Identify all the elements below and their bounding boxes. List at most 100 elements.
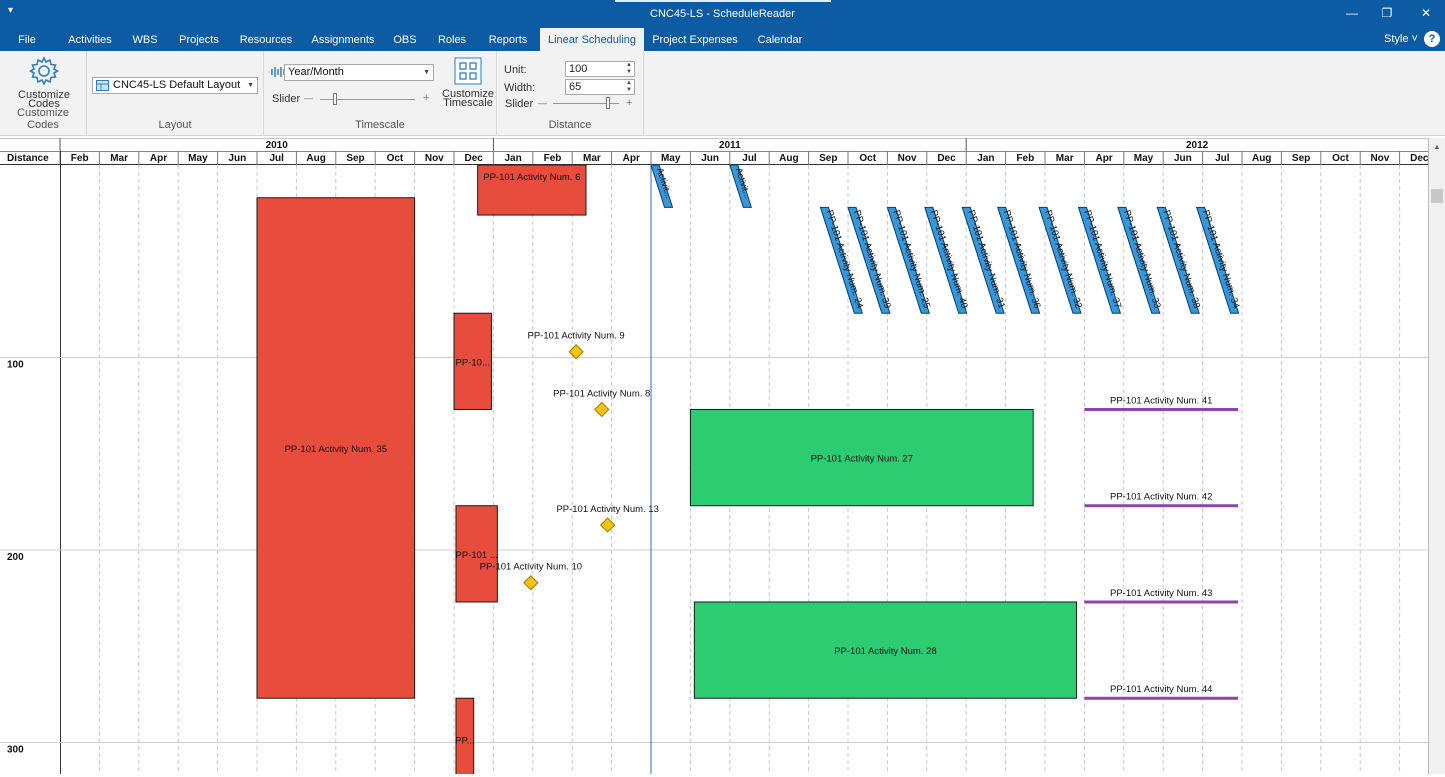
month-label: Aug [306, 153, 325, 164]
vertical-scrollbar[interactable] [1429, 138, 1445, 774]
slanted-activity[interactable] [819, 206, 863, 314]
tab-reports[interactable]: Reports [488, 34, 528, 46]
plus-icon[interactable]: + [626, 97, 633, 109]
month-label: Jun [228, 153, 246, 164]
slanted-activity[interactable] [1077, 206, 1122, 314]
activity-block[interactable] [256, 197, 416, 699]
style-menu[interactable]: Style ˅ [1384, 33, 1418, 45]
tab-project-expenses[interactable]: Project Expenses [652, 34, 738, 46]
customize-timescale-button[interactable]: Customize Timescale [440, 57, 496, 109]
slanted-activity[interactable] [961, 206, 1005, 314]
distance-slider-label: Slider [505, 98, 534, 110]
activity-block-label: PP-101 Activity Num. 28 [834, 646, 936, 657]
tab-calendar[interactable]: Calendar [757, 34, 803, 46]
group-layout: CNC45-LS Default Layout ▼ Layout [87, 51, 264, 135]
slanted-activity[interactable] [650, 164, 674, 208]
help-icon[interactable]: ? [1424, 31, 1440, 47]
tab-resources[interactable]: Resources [239, 34, 293, 46]
distance-header: Distance [7, 153, 49, 164]
slanted-activity[interactable] [924, 206, 968, 314]
tab-linear-scheduling[interactable]: Linear Scheduling [540, 28, 644, 51]
layout-select[interactable]: CNC45-LS Default Layout ▼ [92, 77, 258, 94]
quick-access-menu-icon[interactable]: ▾ [8, 5, 14, 16]
width-value: 65 [569, 81, 582, 93]
month-label: Nov [425, 153, 444, 164]
spin-arrows-icon[interactable]: ▲ ▼ [626, 80, 632, 93]
tab-projects[interactable]: Projects [179, 34, 219, 46]
activity-block[interactable] [693, 601, 1078, 699]
tab-obs[interactable]: OBS [393, 34, 417, 46]
plus-icon[interactable]: + [423, 92, 430, 104]
month-label: Jul [742, 153, 757, 164]
month-label: Jun [701, 153, 719, 164]
timescale-slider-label: Slider [272, 93, 301, 105]
month-label: Nov [898, 153, 917, 164]
slanted-activity-label: PP-101 Activity Num. 32 [1042, 209, 1084, 310]
activity-block[interactable] [455, 505, 498, 603]
tab-wbs[interactable]: WBS [132, 34, 158, 46]
month-label: Feb [1016, 153, 1034, 164]
milestone-diamond[interactable] [599, 517, 616, 533]
slanted-activity-label: PP-101 Activity Num. 25 [890, 209, 932, 310]
slanted-activity[interactable] [1117, 206, 1161, 314]
month-label: Apr [1095, 153, 1112, 164]
timescale-slider-thumb[interactable] [333, 93, 337, 105]
milestone-diamond[interactable] [594, 401, 610, 418]
milestone-label: PP-101 Activity Num. 13 [556, 504, 658, 515]
year-label: 2010 [266, 140, 289, 151]
month-label: Jun [1174, 153, 1192, 164]
customize-codes-button[interactable]: Customize Codes [14, 55, 74, 110]
month-label: Sep [1292, 153, 1310, 164]
timescale-slider-track[interactable] [320, 99, 415, 100]
month-label: Sep [346, 153, 364, 164]
month-label: Oct [859, 153, 876, 164]
month-label: May [1134, 153, 1154, 164]
activity-block-label: PP-101 ... [456, 550, 498, 561]
slanted-activity[interactable] [1038, 206, 1082, 314]
restore-icon[interactable]: ❐ [1381, 6, 1393, 20]
activity-block[interactable] [453, 312, 492, 410]
unit-input[interactable]: 100 ▲ ▼ [565, 61, 635, 77]
slanted-activity-label: PP-101 Activity Num. 34 [1200, 209, 1242, 310]
month-label: Dec [465, 153, 484, 164]
activity-block[interactable] [689, 408, 1034, 507]
activity-block-label: PP-101 Activity Num. 27 [811, 454, 913, 465]
slanted-activity[interactable] [1196, 206, 1240, 314]
activity-block[interactable] [477, 164, 587, 216]
milestone-label: PP-101 Activity Num. 8 [553, 388, 650, 399]
distance-slider-thumb[interactable] [606, 97, 610, 109]
minus-icon[interactable]: — [304, 93, 313, 103]
month-label: Sep [819, 153, 837, 164]
scrollbar-thumb[interactable] [1431, 189, 1443, 203]
tab-roles[interactable]: Roles [437, 34, 467, 46]
slanted-activity[interactable] [997, 206, 1041, 314]
activity-block[interactable] [455, 697, 475, 777]
activity-block-label: PP-101 Activity Num. 35 [285, 444, 387, 455]
activity-line-label: PP-101 Activity Num. 41 [1110, 395, 1212, 406]
width-label: Width: [504, 82, 536, 94]
tab-activities[interactable]: Activities [68, 34, 112, 46]
minimize-icon[interactable]: — [1346, 6, 1358, 20]
slanted-activity[interactable] [729, 164, 753, 208]
milestone-diamond[interactable] [523, 575, 539, 591]
linear-schedule-canvas[interactable]: 2010 2011 2012 Feb Mar Apr May Jun Jul Aug Sep Oct N… [0, 138, 1445, 777]
layout-icon [96, 80, 109, 91]
spin-arrows-icon[interactable]: ▲ ▼ [626, 62, 632, 75]
distance-slider-track[interactable] [553, 103, 619, 104]
month-label: Apr [150, 153, 167, 164]
customize-codes-label: Customize Codes [18, 89, 70, 110]
slanted-activity[interactable] [1156, 206, 1200, 314]
unit-value: 100 [569, 63, 588, 75]
minus-icon[interactable]: — [538, 98, 547, 108]
milestone-diamond[interactable] [568, 344, 584, 360]
close-icon[interactable]: ✕ [1420, 6, 1432, 20]
slanted-activity[interactable] [847, 206, 891, 314]
slanted-activity[interactable] [886, 206, 930, 314]
scroll-up-icon[interactable]: ▲ [1434, 144, 1441, 151]
timescale-select[interactable]: Year/Month ▼ [284, 64, 434, 81]
tab-file[interactable]: File [18, 34, 36, 46]
width-input[interactable]: 65 ▲ ▼ [565, 79, 635, 95]
linear-schedule-chart: 2010 2011 2012 Feb Mar Apr May Jun Jul Aug Sep Oct N… [0, 138, 1445, 777]
tab-assignments[interactable]: Assignments [311, 34, 375, 46]
activity-block-label: PP-101 Activity Num. 6 [483, 172, 580, 183]
